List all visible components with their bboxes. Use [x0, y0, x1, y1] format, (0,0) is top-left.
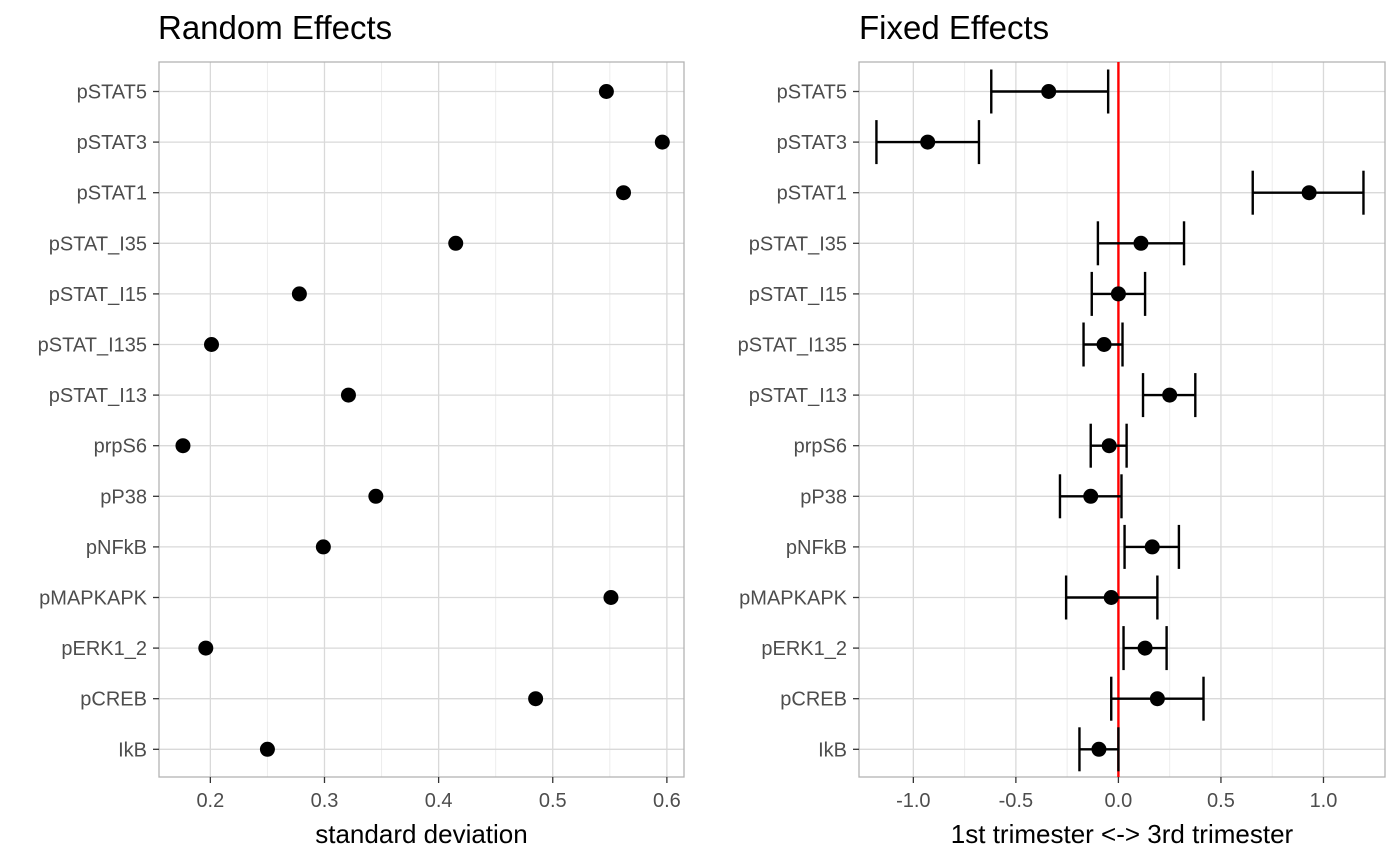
random-effects-x-axis-label: standard deviation [315, 819, 527, 849]
fixed-effects-data-point [1103, 590, 1119, 605]
random-effects-data-point [198, 640, 214, 656]
fixed-effects-y-tick-label: pSTAT_I13 [749, 385, 847, 407]
fixed-effects-y-tick-label: pNFkB [786, 537, 847, 559]
fixed-effects-y-tick-label: pERK1_2 [761, 638, 847, 660]
random-effects-x-tick-label: 0.6 [653, 790, 681, 812]
fixed-effects-data-point [1101, 438, 1117, 454]
random-effects-y-tick-label: pMAPKAPK [39, 588, 147, 610]
fixed-effects-x-tick-label: -1.0 [896, 790, 930, 812]
fixed-effects-x-axis-label: 1st trimester <-> 3rd trimester [951, 819, 1294, 849]
random-effects-y-tick-label: pSTAT5 [77, 82, 147, 104]
random-effects-data-point [291, 286, 307, 302]
fixed-effects-panel-border [858, 61, 1386, 778]
random-effects-y-tick-label: pSTAT_I35 [49, 233, 147, 255]
fixed-effects-y-tick-label: IkB [818, 739, 847, 761]
random-effects-y-tick-label: pSTAT_I135 [38, 335, 147, 357]
random-effects-data-point [368, 488, 384, 504]
fixed-effects-y-tick-label: pSTAT1 [777, 183, 847, 205]
random-effects-y-tick-label: pSTAT_I15 [49, 284, 147, 306]
random-effects-x-tick-label: 0.5 [539, 790, 567, 812]
random-effects-y-tick-label: pSTAT_I13 [49, 385, 147, 407]
fixed-effects-data-point [1133, 235, 1149, 251]
fixed-effects-panel: Fixed Effects 1st trimester <-> 3rd trim… [738, 9, 1386, 849]
random-effects-data-point [616, 185, 632, 201]
random-effects-panel-border [158, 61, 685, 778]
random-effects-y-tick-label: prpS6 [94, 436, 147, 458]
fixed-effects-data-point [1162, 387, 1178, 403]
random-effects-y-tick-label: pSTAT1 [77, 183, 147, 205]
fixed-effects-x-tick-label: 0.0 [1105, 790, 1133, 812]
random-effects-data-point [175, 438, 191, 454]
fixed-effects-y-tick-label: pCREB [780, 689, 847, 711]
random-effects-y-tick-label: pERK1_2 [61, 638, 147, 660]
random-effects-data-point [315, 539, 331, 555]
random-effects-y-tick-label: pP38 [100, 486, 147, 508]
fixed-effects-y-tick-label: pMAPKAPK [739, 588, 847, 610]
random-effects-title: Random Effects [158, 9, 392, 46]
fixed-effects-y-tick-label: pSTAT_I35 [749, 233, 847, 255]
fixed-effects-y-tick-label: pSTAT_I135 [738, 335, 847, 357]
random-effects-data-point [598, 84, 614, 99]
fixed-effects-x-tick-label: -0.5 [999, 790, 1033, 812]
fixed-effects-data-point [1110, 286, 1126, 302]
random-effects-y-tick-label: pNFkB [86, 537, 147, 559]
random-effects-data-point [448, 235, 464, 251]
random-effects-y-tick-label: pCREB [80, 689, 147, 711]
fixed-effects-data-point [1301, 185, 1317, 201]
fixed-effects-y-tick-label: pSTAT3 [777, 132, 847, 154]
random-effects-data-point [654, 134, 670, 150]
fixed-effects-data-point [920, 134, 936, 150]
fixed-effects-data-point [1149, 691, 1165, 707]
random-effects-x-tick-label: 0.2 [196, 790, 224, 812]
random-effects-data-point [340, 387, 356, 403]
random-effects-data-point [528, 691, 544, 707]
random-effects-data-point [603, 590, 619, 605]
fixed-effects-y-tick-label: prpS6 [794, 436, 847, 458]
fixed-effects-data-point [1137, 640, 1153, 656]
fixed-effects-x-tick-label: 0.5 [1207, 790, 1235, 812]
random-effects-data-point [204, 337, 219, 352]
fixed-effects-y-tick-label: pP38 [800, 486, 847, 508]
random-effects-y-tick-label: IkB [118, 739, 147, 761]
fixed-effects-data-point [1083, 488, 1099, 504]
random-effects-x-tick-label: 0.3 [311, 790, 339, 812]
random-effects-x-tick-label: 0.4 [425, 790, 453, 812]
fixed-effects-y-tick-label: pSTAT5 [777, 82, 847, 104]
fixed-effects-title: Fixed Effects [859, 9, 1049, 46]
random-effects-panel: Random Effects standard deviation pSTAT5… [38, 9, 685, 849]
fixed-effects-data-point [1144, 539, 1160, 555]
fixed-effects-data-point [1041, 84, 1057, 99]
fixed-effects-x-tick-label: 1.0 [1310, 790, 1338, 812]
fixed-effects-y-tick-label: pSTAT_I15 [749, 284, 847, 306]
fixed-effects-data-point [1096, 337, 1112, 352]
random-effects-data-point [259, 741, 275, 757]
fixed-effects-data-point [1091, 741, 1107, 757]
random-effects-y-tick-label: pSTAT3 [77, 132, 147, 154]
